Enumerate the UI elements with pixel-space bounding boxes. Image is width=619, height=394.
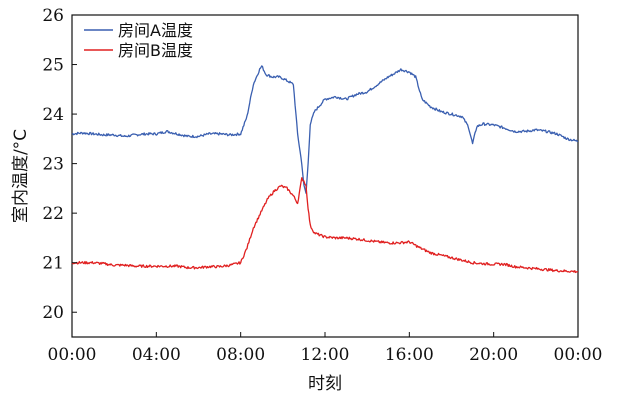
x-axis-label: 时刻 bbox=[308, 374, 342, 394]
series-line-room-b bbox=[71, 177, 579, 274]
x-tick-label: 12:00 bbox=[301, 345, 350, 365]
x-tick-label: 08:00 bbox=[216, 345, 265, 365]
x-tick-label: 20:00 bbox=[469, 345, 518, 365]
y-tick-label: 20 bbox=[42, 303, 64, 323]
plot-area bbox=[71, 14, 579, 338]
y-tick-label: 22 bbox=[42, 204, 64, 224]
legend-label-room-b: 房间B温度 bbox=[118, 41, 193, 60]
plot-frame bbox=[71, 14, 579, 338]
y-tick-label: 24 bbox=[42, 105, 64, 125]
x-tick-label: 04:00 bbox=[132, 345, 181, 365]
series-line-room-a bbox=[71, 65, 579, 194]
y-axis-label: 室内温度/°C bbox=[11, 129, 31, 223]
x-tick-label: 00:00 bbox=[554, 345, 603, 365]
y-tick-label: 21 bbox=[42, 254, 64, 274]
axes: 20 21 22 23 24 25 26 00:00 04:00 08:00 12:00 16:00 2… bbox=[11, 6, 603, 394]
x-tick-label: 00:00 bbox=[48, 345, 97, 365]
y-tick-label: 23 bbox=[42, 155, 64, 175]
y-tick-label: 25 bbox=[42, 56, 64, 76]
legend-label-room-a: 房间A温度 bbox=[118, 21, 193, 40]
x-tick-label: 16:00 bbox=[385, 345, 434, 365]
series-group bbox=[71, 65, 579, 274]
y-tick-label: 26 bbox=[42, 6, 64, 26]
